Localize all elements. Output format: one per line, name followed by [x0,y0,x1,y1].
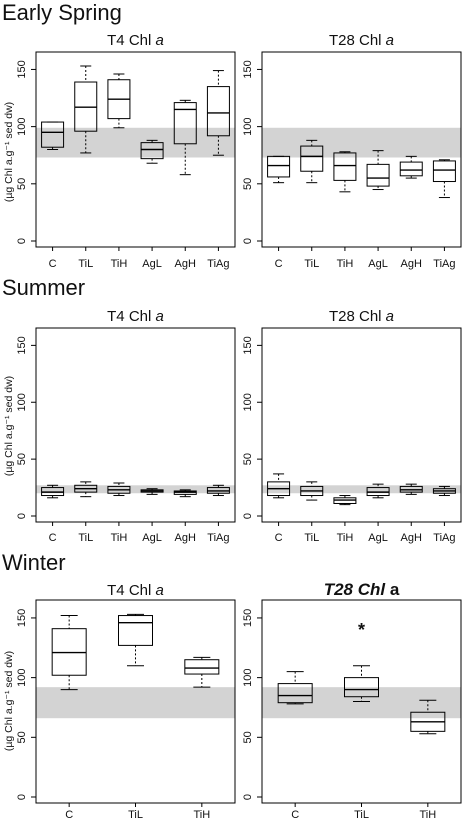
panel-frame [35,327,236,523]
box-iqr [41,121,65,148]
x-tick-label: AgL [142,258,162,270]
y-tick-label: 50 [242,453,254,465]
box-iqr [344,677,379,698]
box-iqr [184,659,220,675]
x-tick-label: TiL [304,532,319,544]
box-iqr [267,155,291,178]
box-iqr [118,615,153,646]
box-iqr [173,102,197,145]
box-iqr [366,163,390,187]
y-tick-label: 50 [242,731,254,743]
x-tick-label: C [275,258,283,270]
reference-band [36,687,235,719]
y-tick-label: 0 [16,513,28,519]
y-tick-label: 0 [16,794,28,800]
box-iqr [277,683,313,704]
panel-title: T4 Chl a [107,582,164,599]
x-tick-label: TiAg [433,532,455,544]
section-title-summer: Summer [2,275,86,300]
y-tick-label: 150 [16,336,28,354]
x-tick-label: C [291,809,299,820]
y-tick-label: 0 [16,238,28,244]
reference-band [36,127,235,158]
y-tick-label: 100 [16,393,28,411]
x-tick-label: TiH [111,258,128,270]
y-axis-label: (µg Chl a.g⁻¹ sed dw) [3,102,15,202]
y-tick-label: 50 [242,178,254,190]
y-tick-label: 0 [242,794,254,800]
x-tick-label: TiL [128,809,143,820]
box-iqr [432,160,456,183]
y-axis-label: (µg Chl a.g⁻¹ sed dw) [3,376,15,476]
panel-title: T28 Chl a [329,308,394,325]
x-tick-label: C [275,532,283,544]
panel-title: T28 Chl a [324,580,400,599]
box-iqr [300,145,324,172]
panel-frame [261,51,462,248]
y-tick-label: 150 [242,609,254,627]
x-tick-label: TiAg [207,258,229,270]
x-tick-label: AgH [401,532,422,544]
x-tick-label: TiAg [207,532,229,544]
x-tick-label: TiH [337,532,354,544]
x-tick-label: TiL [78,532,93,544]
y-tick-label: 50 [16,731,28,743]
box-iqr [206,86,230,137]
x-tick-label: TiH [111,532,128,544]
panel-frame [261,327,462,523]
x-tick-label: TiAg [433,258,455,270]
box-iqr [333,152,357,181]
x-tick-label: AgL [142,532,162,544]
x-tick-label: TiH [419,809,436,820]
panel-title: T4 Chl a [107,32,164,49]
y-tick-label: 100 [16,668,28,686]
section-title-early-spring: Early Spring [2,0,122,25]
reference-band [36,485,235,494]
x-tick-label: TiH [337,258,354,270]
x-tick-label: C [65,809,73,820]
significance-marker: * [358,620,365,640]
y-tick-label: 50 [16,453,28,465]
x-tick-label: AgH [401,258,422,270]
x-tick-label: C [49,258,57,270]
section-title-winter: Winter [2,550,66,575]
y-tick-label: 50 [16,178,28,190]
box-iqr [140,142,164,160]
reference-band [262,485,461,494]
x-tick-label: AgH [175,532,196,544]
panel-title: T4 Chl a [107,308,164,325]
box-iqr [399,161,423,177]
y-tick-label: 100 [242,393,254,411]
panel-title: T28 Chl a [329,32,394,49]
y-tick-label: 150 [242,336,254,354]
x-tick-label: AgL [368,258,388,270]
y-tick-label: 150 [16,60,28,78]
x-tick-label: AgL [368,532,388,544]
reference-band [262,127,461,158]
x-tick-label: TiL [354,809,369,820]
y-tick-label: 0 [242,513,254,519]
x-tick-label: TiL [304,258,319,270]
y-tick-label: 150 [242,60,254,78]
x-tick-label: C [49,532,57,544]
panel-frame [35,51,236,248]
y-tick-label: 100 [242,117,254,135]
y-tick-label: 100 [242,668,254,686]
y-axis-label: (µg Chl a.g⁻¹ sed dw) [3,651,15,751]
x-tick-label: TiH [193,809,210,820]
x-tick-label: AgH [175,258,196,270]
x-tick-label: TiL [78,258,93,270]
y-tick-label: 0 [242,238,254,244]
y-tick-label: 100 [16,117,28,135]
y-tick-label: 150 [16,609,28,627]
